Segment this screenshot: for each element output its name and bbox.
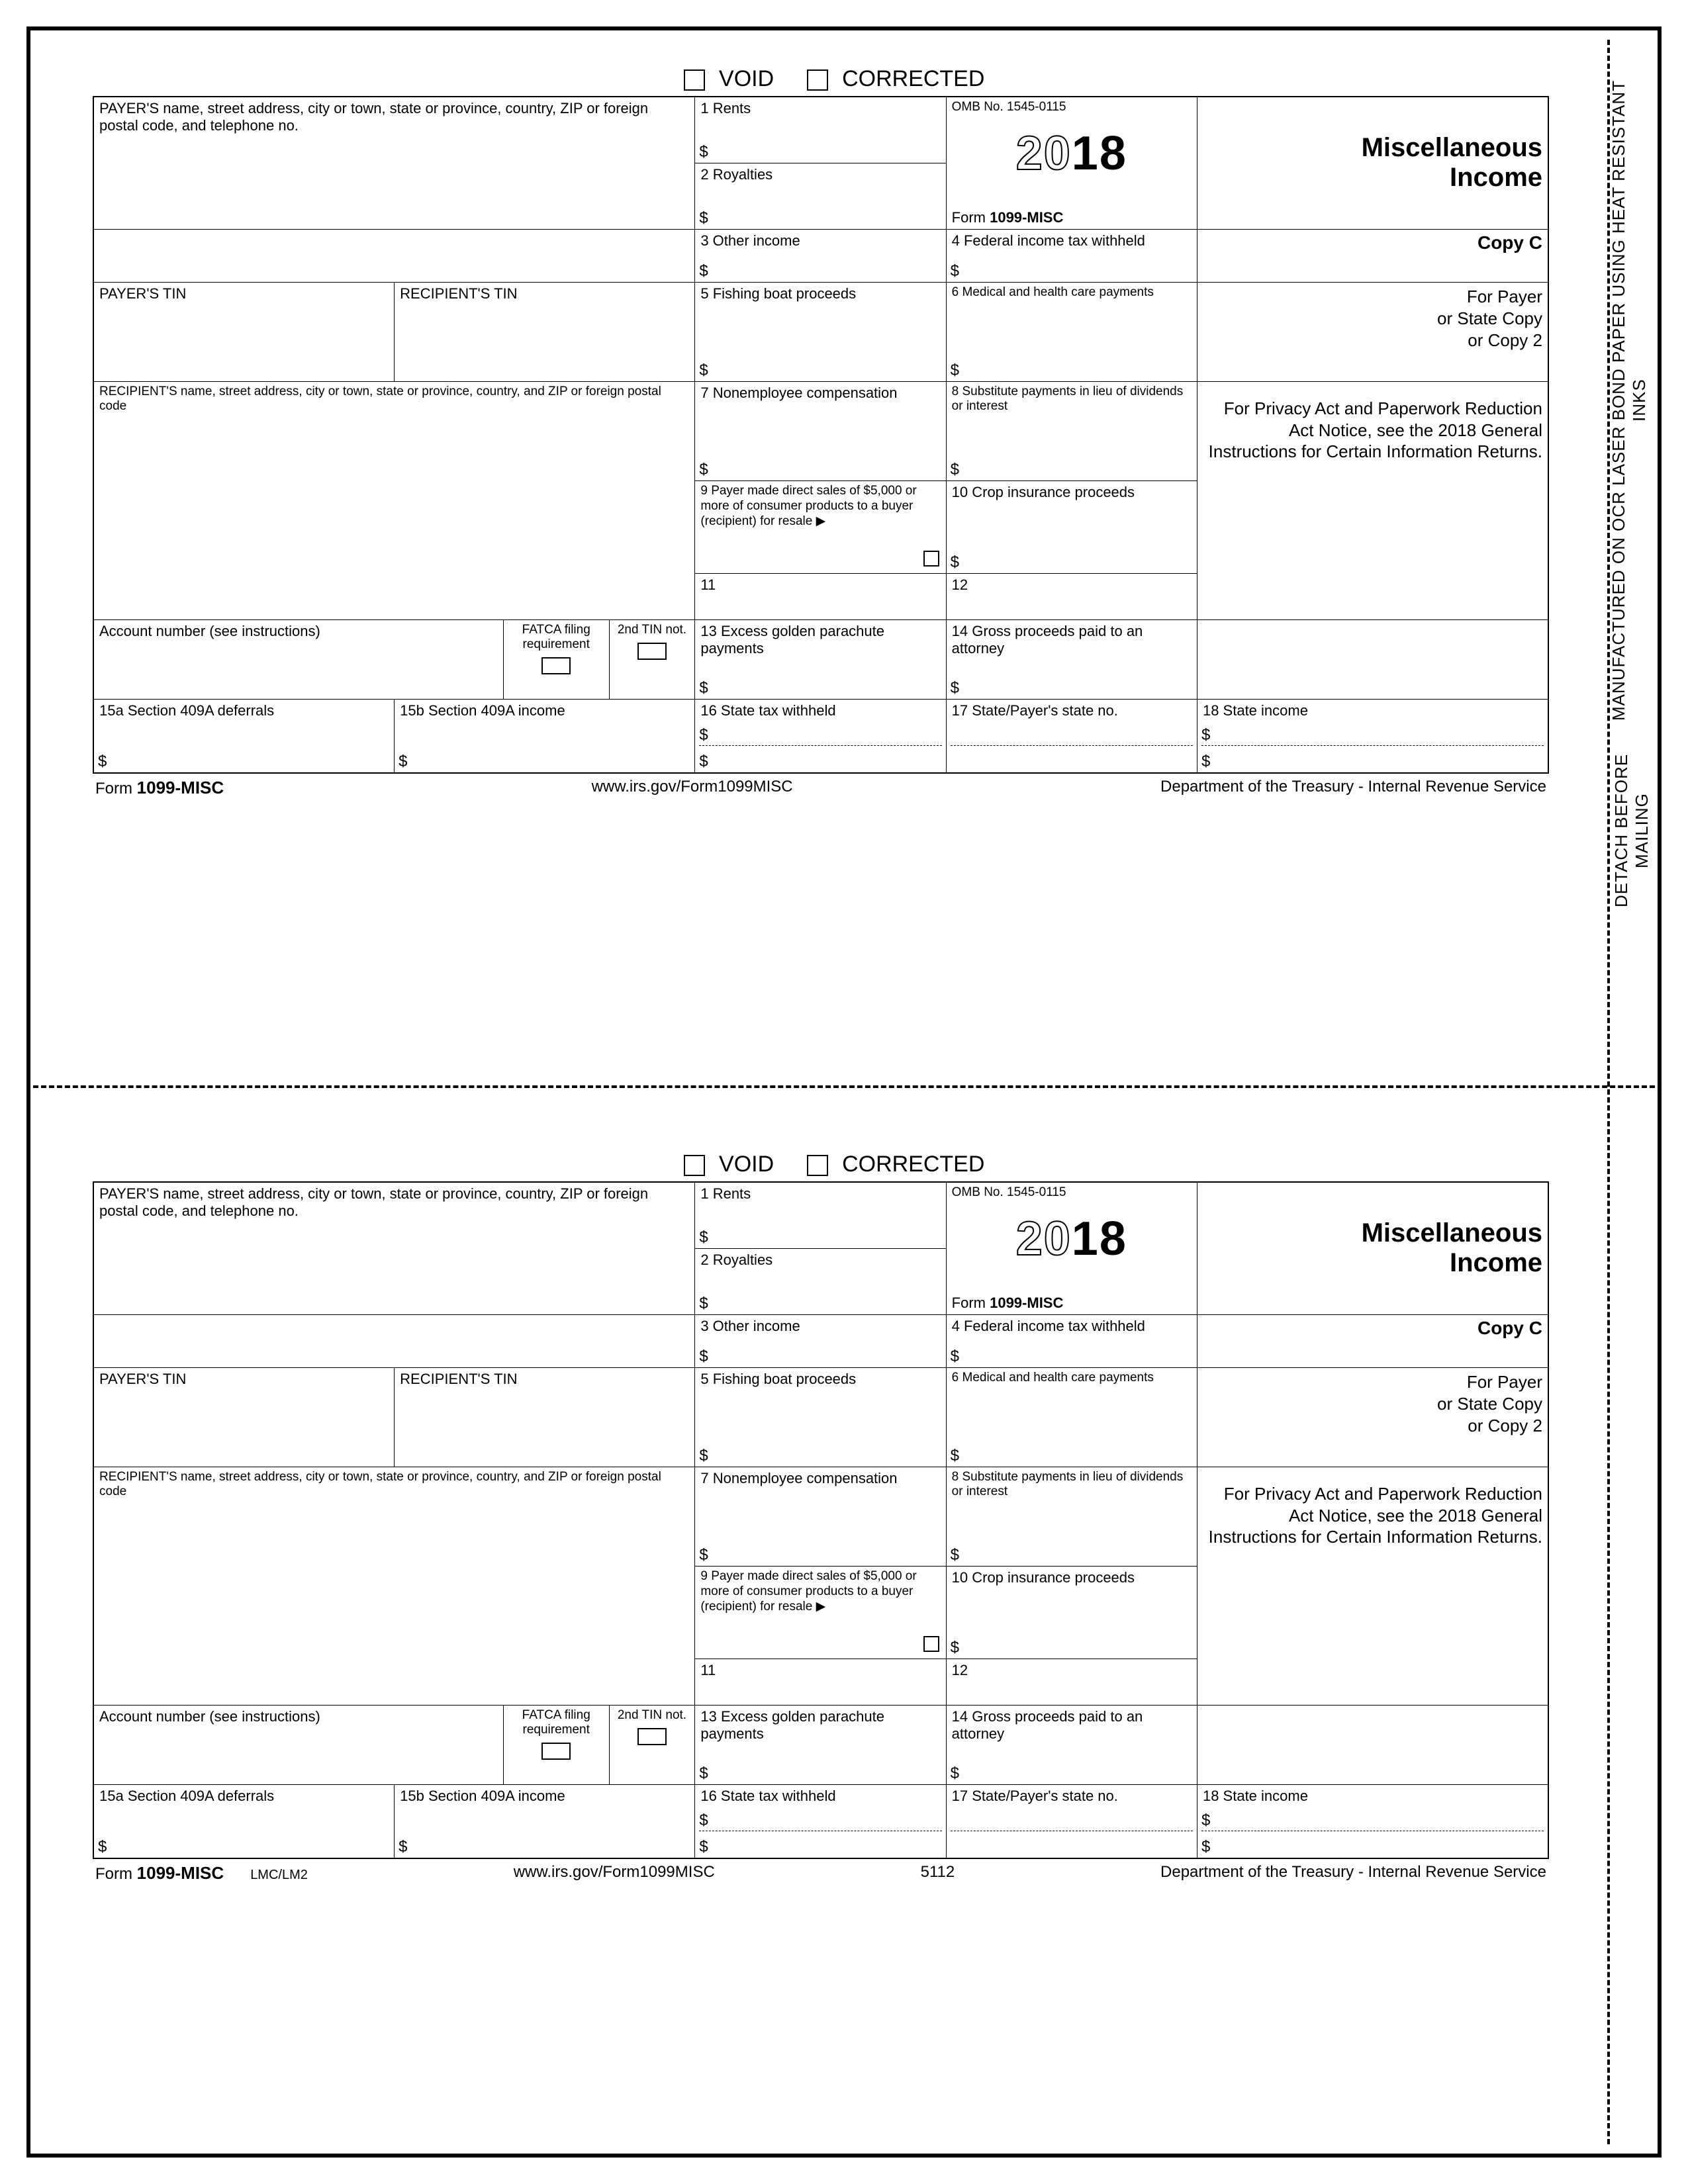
corrected-label: CORRECTED [842, 66, 984, 91]
form-copy-2: VOID CORRECTED PAYER'S name, street addr… [93, 1152, 1549, 1884]
form-grid: PAYER'S name, street address, city or to… [93, 96, 1549, 774]
box-9-2[interactable]: 9 Payer made direct sales of $5,000 or m… [695, 1567, 945, 1659]
tin2-box-2[interactable]: 2nd TIN not. [610, 1706, 696, 1784]
title-box-2: Miscellaneous Income [1197, 1183, 1548, 1314]
perforation-horizontal [33, 1085, 1655, 1088]
fatca-box-2[interactable]: FATCA filing requirement [504, 1706, 610, 1784]
box-7[interactable]: 7 Nonemployee compensation $ [695, 382, 945, 481]
footer-2: Form 1099-MISC LMC/LM2 www.irs.gov/Form1… [93, 1859, 1549, 1884]
box-18[interactable]: 18 State income $ $ [1197, 700, 1548, 772]
recipient-address[interactable]: RECIPIENT'S name, street address, city o… [94, 382, 695, 619]
year-box: OMB No. 1545-0115 2018 Form 1099-MISC [947, 97, 1197, 229]
box-5[interactable]: 5 Fishing boat proceeds $ [695, 283, 946, 381]
box-4[interactable]: 4 Federal income tax withheld $ [947, 230, 1197, 282]
recipient-tin-2[interactable]: RECIPIENT'S TIN [395, 1368, 695, 1467]
box-9-checkbox[interactable] [923, 551, 939, 567]
fatca-checkbox[interactable] [541, 657, 571, 674]
box-3-2[interactable]: 3 Other income $ [695, 1315, 946, 1367]
side-line2: MANUFACTURED ON OCR LASER BOND PAPER USI… [1609, 79, 1650, 721]
void-checkbox-2[interactable] [684, 1155, 705, 1176]
payer-address-box-2[interactable]: PAYER'S name, street address, city or to… [94, 1183, 695, 1314]
tin2-checkbox[interactable] [637, 643, 667, 660]
form-copy-1: VOID CORRECTED PAYER'S name, street addr… [93, 66, 1549, 798]
box-11[interactable]: 11 [695, 574, 945, 619]
box-6-2[interactable]: 6 Medical and health care payments $ [947, 1368, 1197, 1467]
payer-address-cont [94, 230, 695, 282]
side-instructions: DETACH BEFORE MAILING MANUFACTURED ON OC… [1618, 79, 1645, 940]
notice-box: For Privacy Act and Paperwork Reduction … [1197, 382, 1548, 619]
box-9[interactable]: 9 Payer made direct sales of $5,000 or m… [695, 481, 945, 574]
box-7-2[interactable]: 7 Nonemployee compensation $ [695, 1467, 945, 1567]
copy-sub-box: For Payer or State Copy or Copy 2 [1197, 283, 1548, 381]
box-16[interactable]: 16 State tax withheld $ $ [695, 700, 946, 772]
copy-c-box: Copy C [1197, 230, 1548, 282]
recipient-address-2[interactable]: RECIPIENT'S name, street address, city o… [94, 1467, 695, 1705]
box-9-checkbox-2[interactable] [923, 1636, 939, 1652]
box-15b[interactable]: 15b Section 409A income $ [395, 700, 695, 772]
box-13-2[interactable]: 13 Excess golden parachute payments $ [695, 1706, 946, 1784]
side-line1: DETACH BEFORE MAILING [1611, 721, 1652, 940]
box-1-rents[interactable]: 1 Rents $ [695, 97, 945, 163]
void-corrected-row: VOID CORRECTED [93, 66, 1549, 92]
form-grid-2: PAYER'S name, street address, city or to… [93, 1181, 1549, 1859]
payer-tin-2[interactable]: PAYER'S TIN [94, 1368, 395, 1467]
corrected-checkbox-2[interactable] [807, 1155, 828, 1176]
box-8-2[interactable]: 8 Substitute payments in lieu of dividen… [947, 1467, 1197, 1567]
payer-tin[interactable]: PAYER'S TIN [94, 283, 395, 381]
box-14[interactable]: 14 Gross proceeds paid to an attorney $ [947, 620, 1197, 699]
year-box-2: OMB No. 1545-0115 2018 Form 1099-MISC [947, 1183, 1197, 1314]
fatca-box[interactable]: FATCA filing requirement [504, 620, 610, 699]
box-17[interactable]: 17 State/Payer's state no. [947, 700, 1197, 772]
box-3[interactable]: 3 Other income $ [695, 230, 946, 282]
account-number-2[interactable]: Account number (see instructions) [94, 1706, 504, 1784]
box-12-2[interactable]: 12 [947, 1659, 1197, 1705]
void-checkbox[interactable] [684, 69, 705, 91]
box-10-2[interactable]: 10 Crop insurance proceeds $ [947, 1567, 1197, 1659]
box-10[interactable]: 10 Crop insurance proceeds $ [947, 481, 1197, 574]
box-1-2[interactable]: 1 Rents $ [695, 1183, 945, 1249]
recipient-tin[interactable]: RECIPIENT'S TIN [395, 283, 695, 381]
box-18-2[interactable]: 18 State income $ $ [1197, 1785, 1548, 1858]
box-6[interactable]: 6 Medical and health care payments $ [947, 283, 1197, 381]
box-14-2[interactable]: 14 Gross proceeds paid to an attorney $ [947, 1706, 1197, 1784]
box-15b-2[interactable]: 15b Section 409A income $ [395, 1785, 695, 1858]
tin2-box[interactable]: 2nd TIN not. [610, 620, 696, 699]
box-15a-2[interactable]: 15a Section 409A deferrals $ [94, 1785, 395, 1858]
footer-1: Form 1099-MISC www.irs.gov/Form1099MISC … [93, 774, 1549, 798]
void-label: VOID [719, 66, 774, 91]
box-15a[interactable]: 15a Section 409A deferrals $ [94, 700, 395, 772]
box-8[interactable]: 8 Substitute payments in lieu of dividen… [947, 382, 1197, 481]
payer-address-box[interactable]: PAYER'S name, street address, city or to… [94, 97, 695, 229]
box-2-2[interactable]: 2 Royalties $ [695, 1249, 945, 1314]
box-4-2[interactable]: 4 Federal income tax withheld $ [947, 1315, 1197, 1367]
void-corrected-row-2: VOID CORRECTED [93, 1152, 1549, 1177]
payer-address-label: PAYER'S name, street address, city or to… [99, 100, 689, 134]
box-12[interactable]: 12 [947, 574, 1197, 619]
box-16-2[interactable]: 16 State tax withheld $ $ [695, 1785, 946, 1858]
title-box: Miscellaneous Income [1197, 97, 1548, 229]
box-13[interactable]: 13 Excess golden parachute payments $ [695, 620, 946, 699]
box-11-2[interactable]: 11 [695, 1659, 945, 1705]
account-number[interactable]: Account number (see instructions) [94, 620, 504, 699]
box-17-2[interactable]: 17 State/Payer's state no. [947, 1785, 1197, 1858]
box-2-royalties[interactable]: 2 Royalties $ [695, 163, 945, 229]
corrected-checkbox[interactable] [807, 69, 828, 91]
box-5-2[interactable]: 5 Fishing boat proceeds $ [695, 1368, 946, 1467]
